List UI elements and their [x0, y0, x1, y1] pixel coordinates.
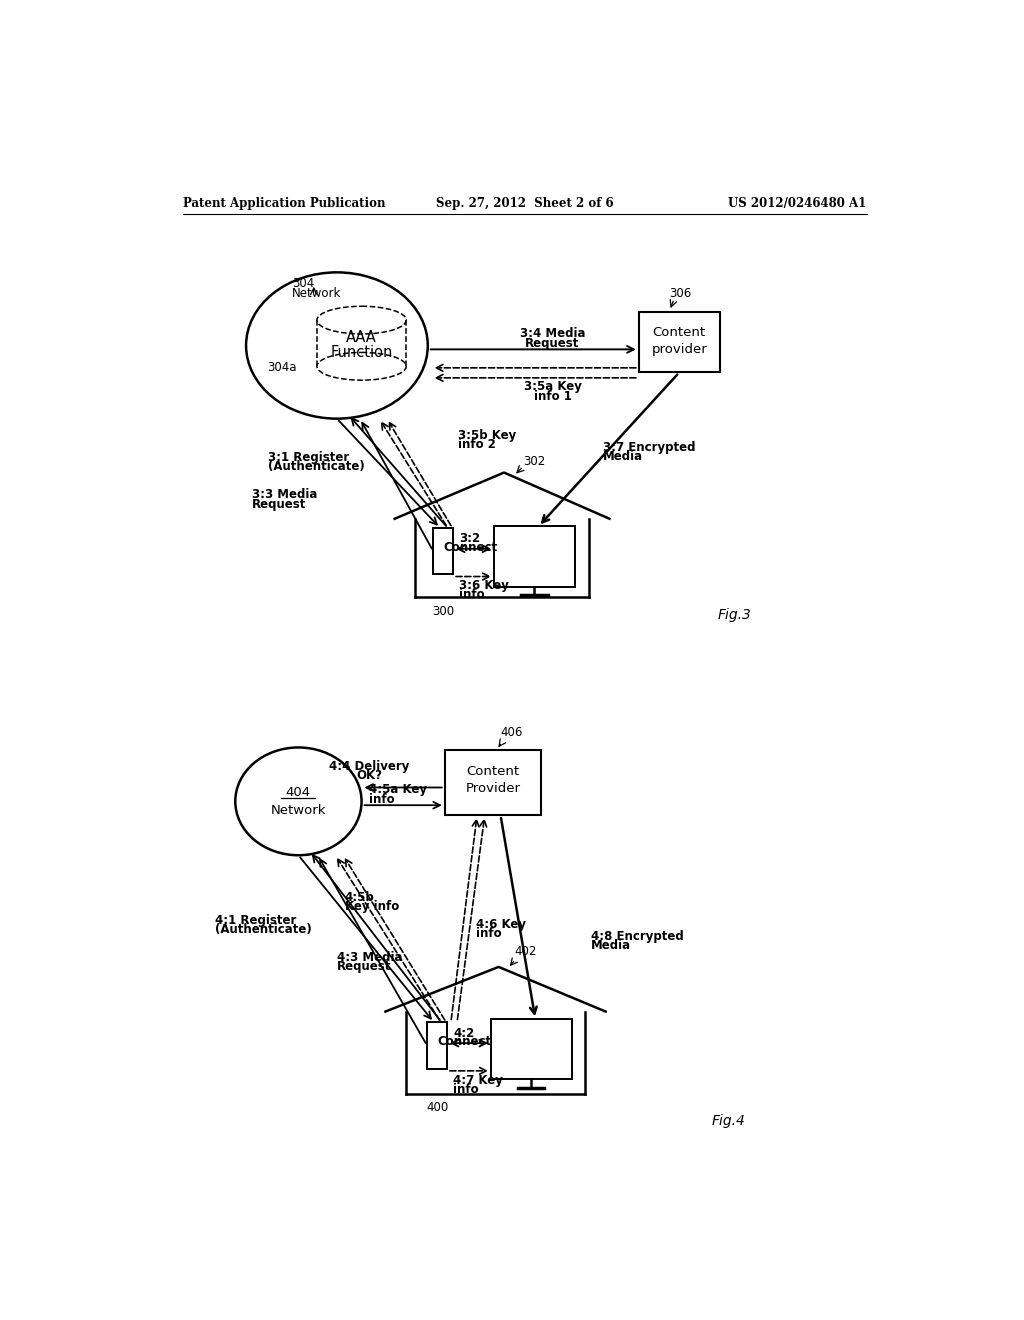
Text: 3:2: 3:2	[460, 532, 480, 545]
Text: info: info	[460, 589, 485, 602]
Text: 4:5a Key: 4:5a Key	[370, 783, 427, 796]
Text: 3:4 Media: 3:4 Media	[520, 327, 586, 341]
Text: 3:3 Media: 3:3 Media	[252, 488, 317, 502]
Text: info 2: info 2	[458, 438, 496, 451]
Text: Request: Request	[337, 961, 391, 973]
Text: 406: 406	[501, 726, 523, 739]
Text: 3:5b Key: 3:5b Key	[458, 429, 516, 442]
Text: 306: 306	[670, 288, 692, 301]
Text: 4:4 Delivery: 4:4 Delivery	[329, 760, 410, 774]
Text: Patent Application Publication: Patent Application Publication	[183, 197, 385, 210]
Text: 4:5b: 4:5b	[345, 891, 375, 904]
Text: 304a: 304a	[267, 360, 297, 374]
Text: (Authenticate): (Authenticate)	[215, 924, 312, 936]
Text: Content: Content	[652, 326, 706, 339]
Text: US 2012/0246480 A1: US 2012/0246480 A1	[728, 197, 866, 210]
Text: Connect: Connect	[443, 541, 498, 554]
Text: Function: Function	[331, 345, 393, 360]
Text: 402: 402	[514, 945, 537, 958]
Text: 302: 302	[523, 454, 546, 467]
Text: 4:3 Media: 4:3 Media	[337, 952, 402, 964]
Text: Media: Media	[602, 450, 643, 463]
Text: Media: Media	[591, 939, 631, 952]
Text: 4:7 Key: 4:7 Key	[454, 1073, 503, 1086]
Text: 3:1 Register: 3:1 Register	[267, 450, 349, 463]
Text: 4:1 Register: 4:1 Register	[215, 915, 297, 927]
Text: info: info	[475, 927, 501, 940]
Text: 300: 300	[432, 605, 455, 618]
Text: Request: Request	[525, 338, 580, 351]
Text: Connect: Connect	[437, 1035, 492, 1048]
Text: provider: provider	[651, 343, 707, 356]
Text: Provider: Provider	[465, 781, 520, 795]
Text: Request: Request	[252, 498, 306, 511]
Text: Fig.3: Fig.3	[717, 609, 752, 622]
Text: AAA: AAA	[346, 330, 377, 345]
Text: info: info	[370, 792, 395, 805]
Text: info 1: info 1	[534, 389, 571, 403]
Text: 4:8 Encrypted: 4:8 Encrypted	[591, 929, 684, 942]
Text: 3:5a Key: 3:5a Key	[523, 380, 582, 393]
Text: (Authenticate): (Authenticate)	[267, 459, 365, 473]
Text: 4:6 Key: 4:6 Key	[475, 917, 525, 931]
Text: 304: 304	[292, 277, 314, 289]
Text: 3:7 Encrypted: 3:7 Encrypted	[602, 441, 695, 454]
Text: Fig.4: Fig.4	[712, 1114, 745, 1127]
Text: 400: 400	[426, 1101, 449, 1114]
Text: Network: Network	[292, 286, 342, 300]
Text: info: info	[454, 1082, 479, 1096]
Text: Sep. 27, 2012  Sheet 2 of 6: Sep. 27, 2012 Sheet 2 of 6	[436, 197, 613, 210]
Text: Content: Content	[466, 764, 519, 777]
Text: Key info: Key info	[345, 900, 399, 913]
Text: 4:2: 4:2	[454, 1027, 474, 1040]
Text: 3:6 Key: 3:6 Key	[460, 579, 509, 593]
Text: Network: Network	[270, 804, 327, 817]
Text: 404: 404	[286, 785, 311, 799]
Text: OK?: OK?	[356, 770, 382, 783]
